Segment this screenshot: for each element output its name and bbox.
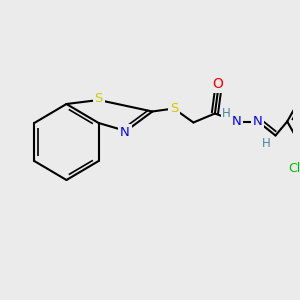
Text: S: S [94, 92, 103, 106]
Text: H: H [262, 137, 271, 150]
Text: S: S [170, 102, 178, 115]
Text: N: N [253, 115, 263, 128]
Text: Cl: Cl [288, 162, 300, 175]
Text: H: H [222, 107, 231, 120]
Text: N: N [120, 125, 130, 139]
Text: N: N [232, 115, 241, 128]
Text: O: O [212, 77, 223, 92]
